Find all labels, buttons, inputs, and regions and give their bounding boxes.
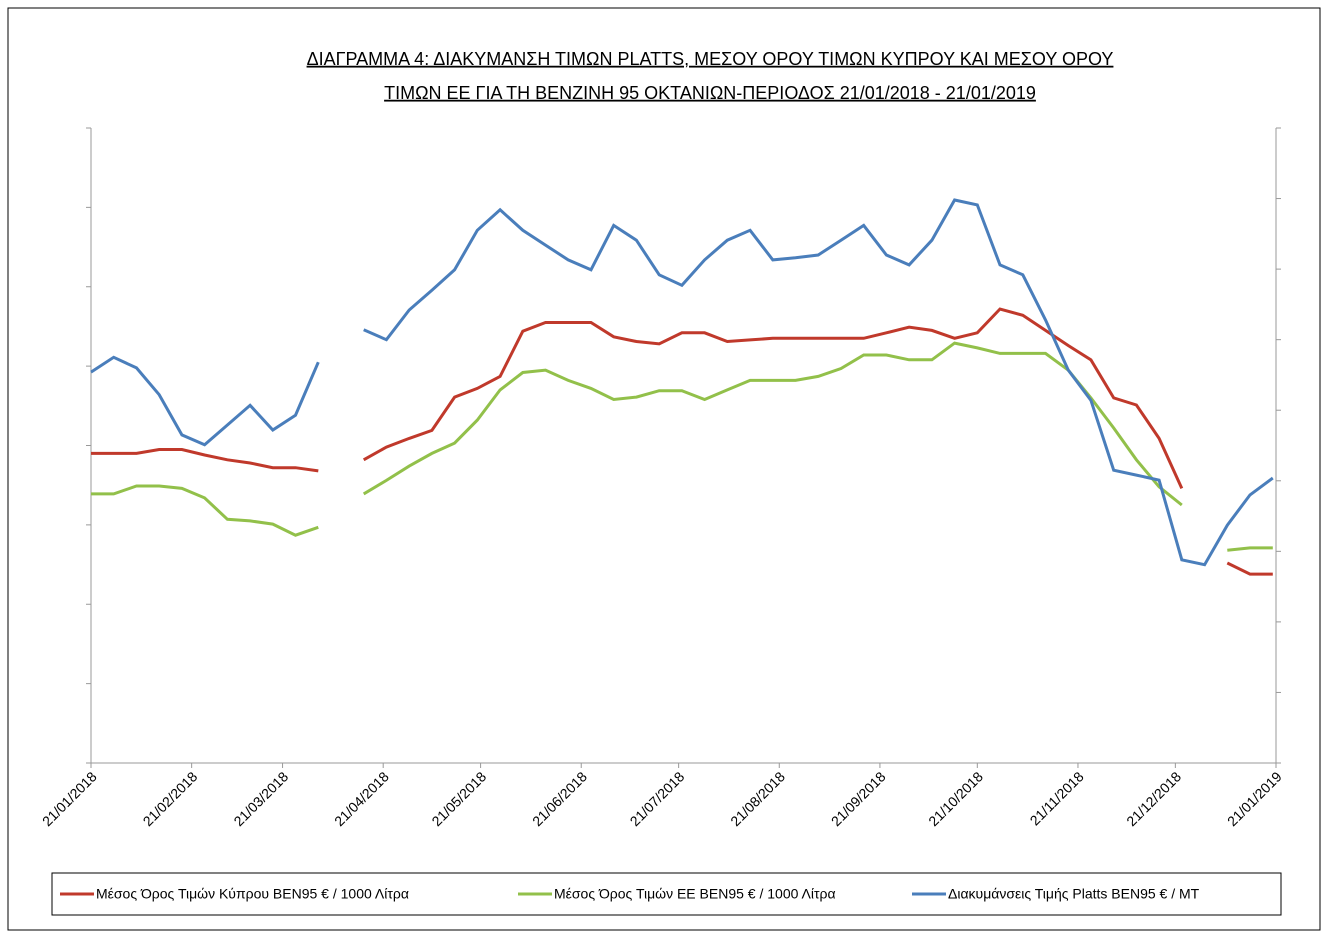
chart-title: ΤΙΜΩΝ ΕΕ ΓΙΑ ΤΗ ΒΕΝΖΙΝΗ 95 ΟΚΤΑΝΙΩΝ-ΠΕΡΙ… — [384, 83, 1036, 103]
series-line — [90, 198, 1274, 567]
series-line — [91, 307, 1273, 576]
legend — [51, 872, 1282, 916]
legend-label: Διακυμάνσεις Τιμής Platts ΒΕΝ95 € / MT — [948, 886, 1200, 902]
legend-label: Μέσος Όρος Τιμών ΕΕ ΒΕΝ95 € / 1000 Λίτρα — [554, 886, 836, 902]
chart-frame — [7, 7, 1321, 931]
legend-label: Μέσος Όρος Τιμών Κύπρου ΒΕΝ95 € / 1000 Λ… — [96, 886, 409, 902]
series-line — [91, 341, 1273, 552]
chart-title: ΔΙΑΓΡΑΜΜΑ 4: ΔΙΑΚΥΜΑΝΣΗ ΤΙΜΩΝ PLATTS, ΜΕ… — [307, 49, 1114, 69]
